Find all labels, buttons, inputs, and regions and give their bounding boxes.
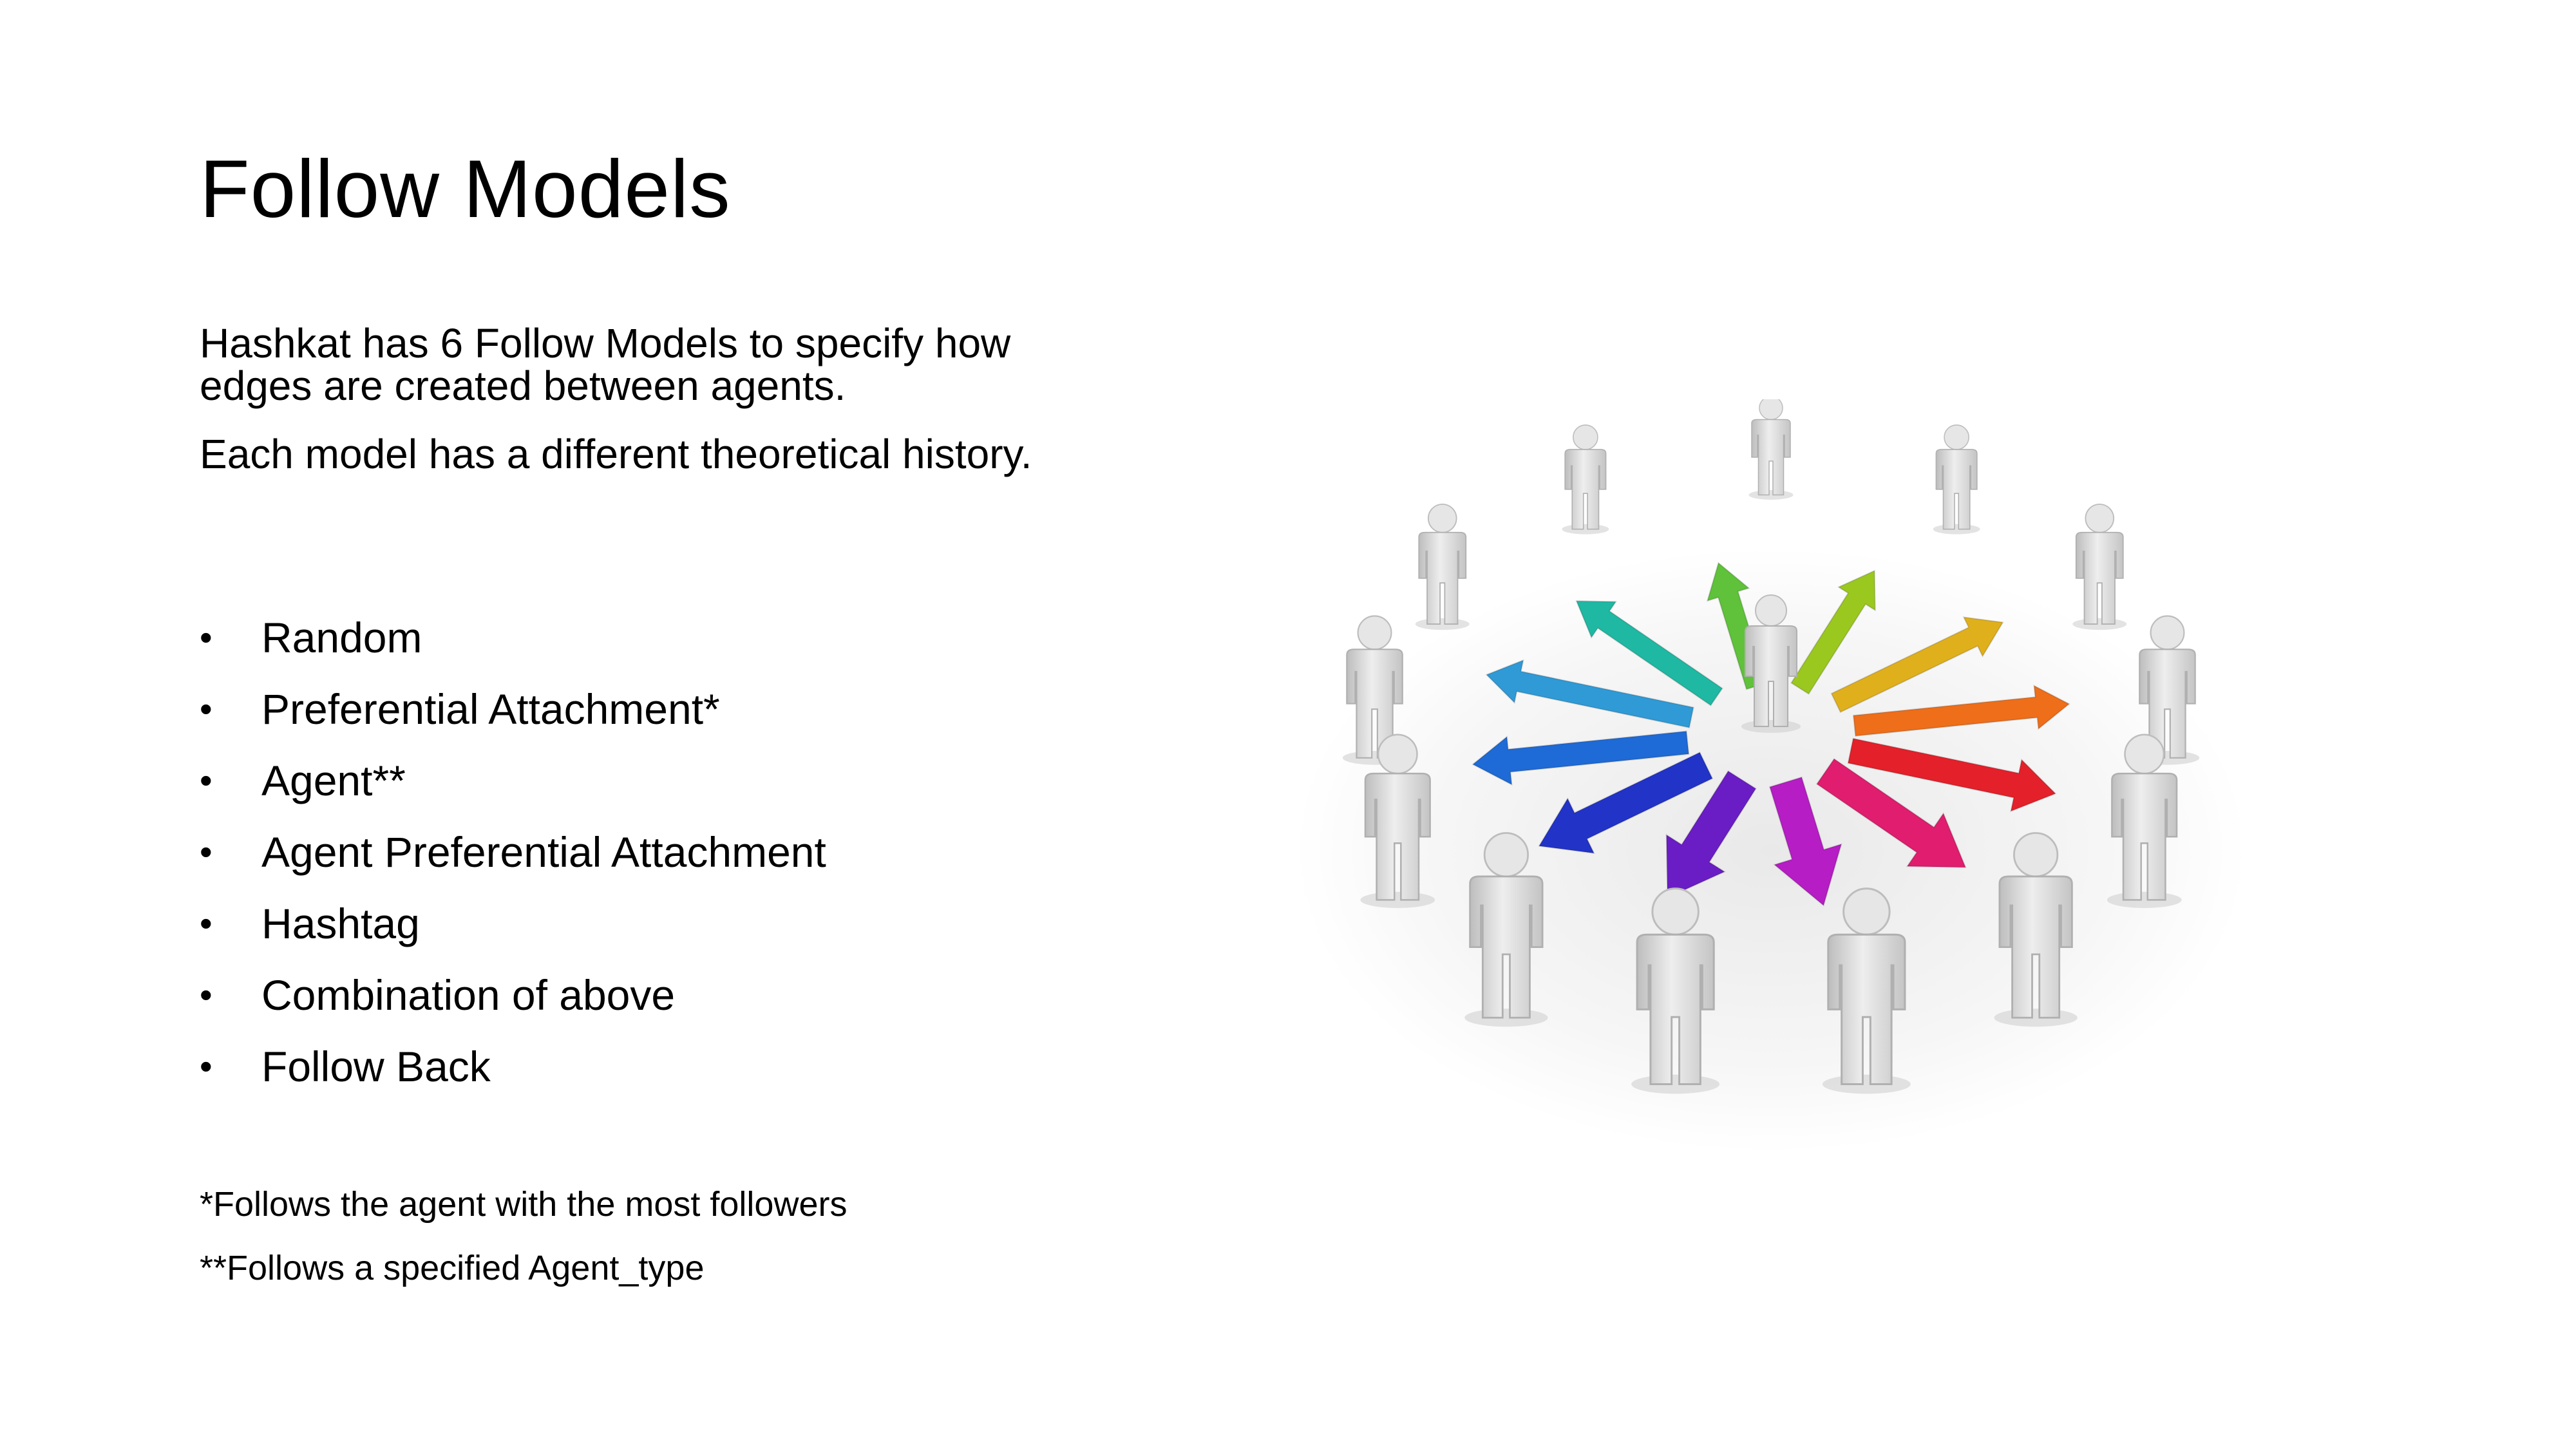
person-figure (1464, 832, 1548, 1027)
arrow (1538, 752, 1714, 855)
list-item-label: Agent** (261, 757, 406, 804)
list-item-label: Preferential Attachment* (261, 685, 720, 733)
bullet-icon: • (200, 1046, 213, 1086)
person-figure (1562, 424, 1609, 535)
list-item-label: Combination of above (261, 971, 676, 1019)
footnote: *Follows the agent with the most followe… (200, 1185, 848, 1224)
arrow (1790, 569, 1876, 695)
bullet-icon: • (200, 617, 213, 658)
person-figure (1741, 594, 1801, 733)
intro-text: Hashkat has 6 Follow Models to specify h… (200, 322, 1037, 501)
bullet-icon: • (200, 688, 213, 729)
person-figure (2107, 734, 2182, 908)
arrow (1485, 659, 1694, 728)
list-item: • Agent Preferential Attachment (200, 823, 826, 895)
network-people-arrows-icon (1282, 399, 2260, 1224)
arrow (1472, 730, 1690, 786)
bullet-icon: • (200, 831, 213, 872)
person-figure (1748, 399, 1794, 500)
list-item: • Hashtag (200, 895, 826, 966)
footnote: **Follows a specified Agent_type (200, 1249, 705, 1287)
arrows-group (1472, 562, 2070, 907)
person-figure (1822, 887, 1911, 1094)
list-item-label: Agent Preferential Attachment (261, 828, 826, 876)
floor-shadow (1294, 547, 2248, 1153)
bullet-icon: • (200, 974, 213, 1015)
list-item-label: Random (261, 614, 422, 661)
slide-title: Follow Models (200, 143, 731, 234)
person-figure (1994, 832, 2078, 1027)
illustration-canvas (1294, 399, 2248, 1153)
list-item: • Preferential Attachment* (200, 680, 826, 752)
list-item-label: Hashtag (261, 900, 420, 947)
person-figure (1631, 887, 1720, 1094)
list-item: • Follow Back (200, 1037, 826, 1109)
person-figure (1415, 504, 1470, 630)
footnotes: *Follows the agent with the most followe… (200, 1185, 847, 1312)
arrow (1852, 685, 2070, 737)
arrow (1815, 758, 1967, 868)
intro-paragraph: Hashkat has 6 Follow Models to specify h… (200, 320, 1011, 409)
list-item-label: Follow Back (261, 1043, 491, 1090)
person-figure (1360, 734, 1435, 908)
arrow (1830, 616, 2004, 714)
people-ring-front (1360, 734, 2182, 1094)
list-item: • Random (200, 609, 826, 680)
bullet-icon: • (200, 760, 213, 800)
list-item: • Agent** (200, 752, 826, 823)
follow-models-list: • Random • Preferential Attachment* • Agent… (200, 609, 826, 1109)
arrow (1575, 600, 1723, 706)
arrow (1768, 776, 1842, 907)
bullet-icon: • (200, 903, 213, 943)
intro-paragraph: Each model has a different theoretical h… (200, 431, 1032, 477)
person-figure (1933, 424, 1980, 535)
list-item: • Combination of above (200, 966, 826, 1037)
arrow (1665, 770, 1757, 899)
person-figure (2072, 504, 2127, 630)
arrow (1847, 737, 2057, 813)
